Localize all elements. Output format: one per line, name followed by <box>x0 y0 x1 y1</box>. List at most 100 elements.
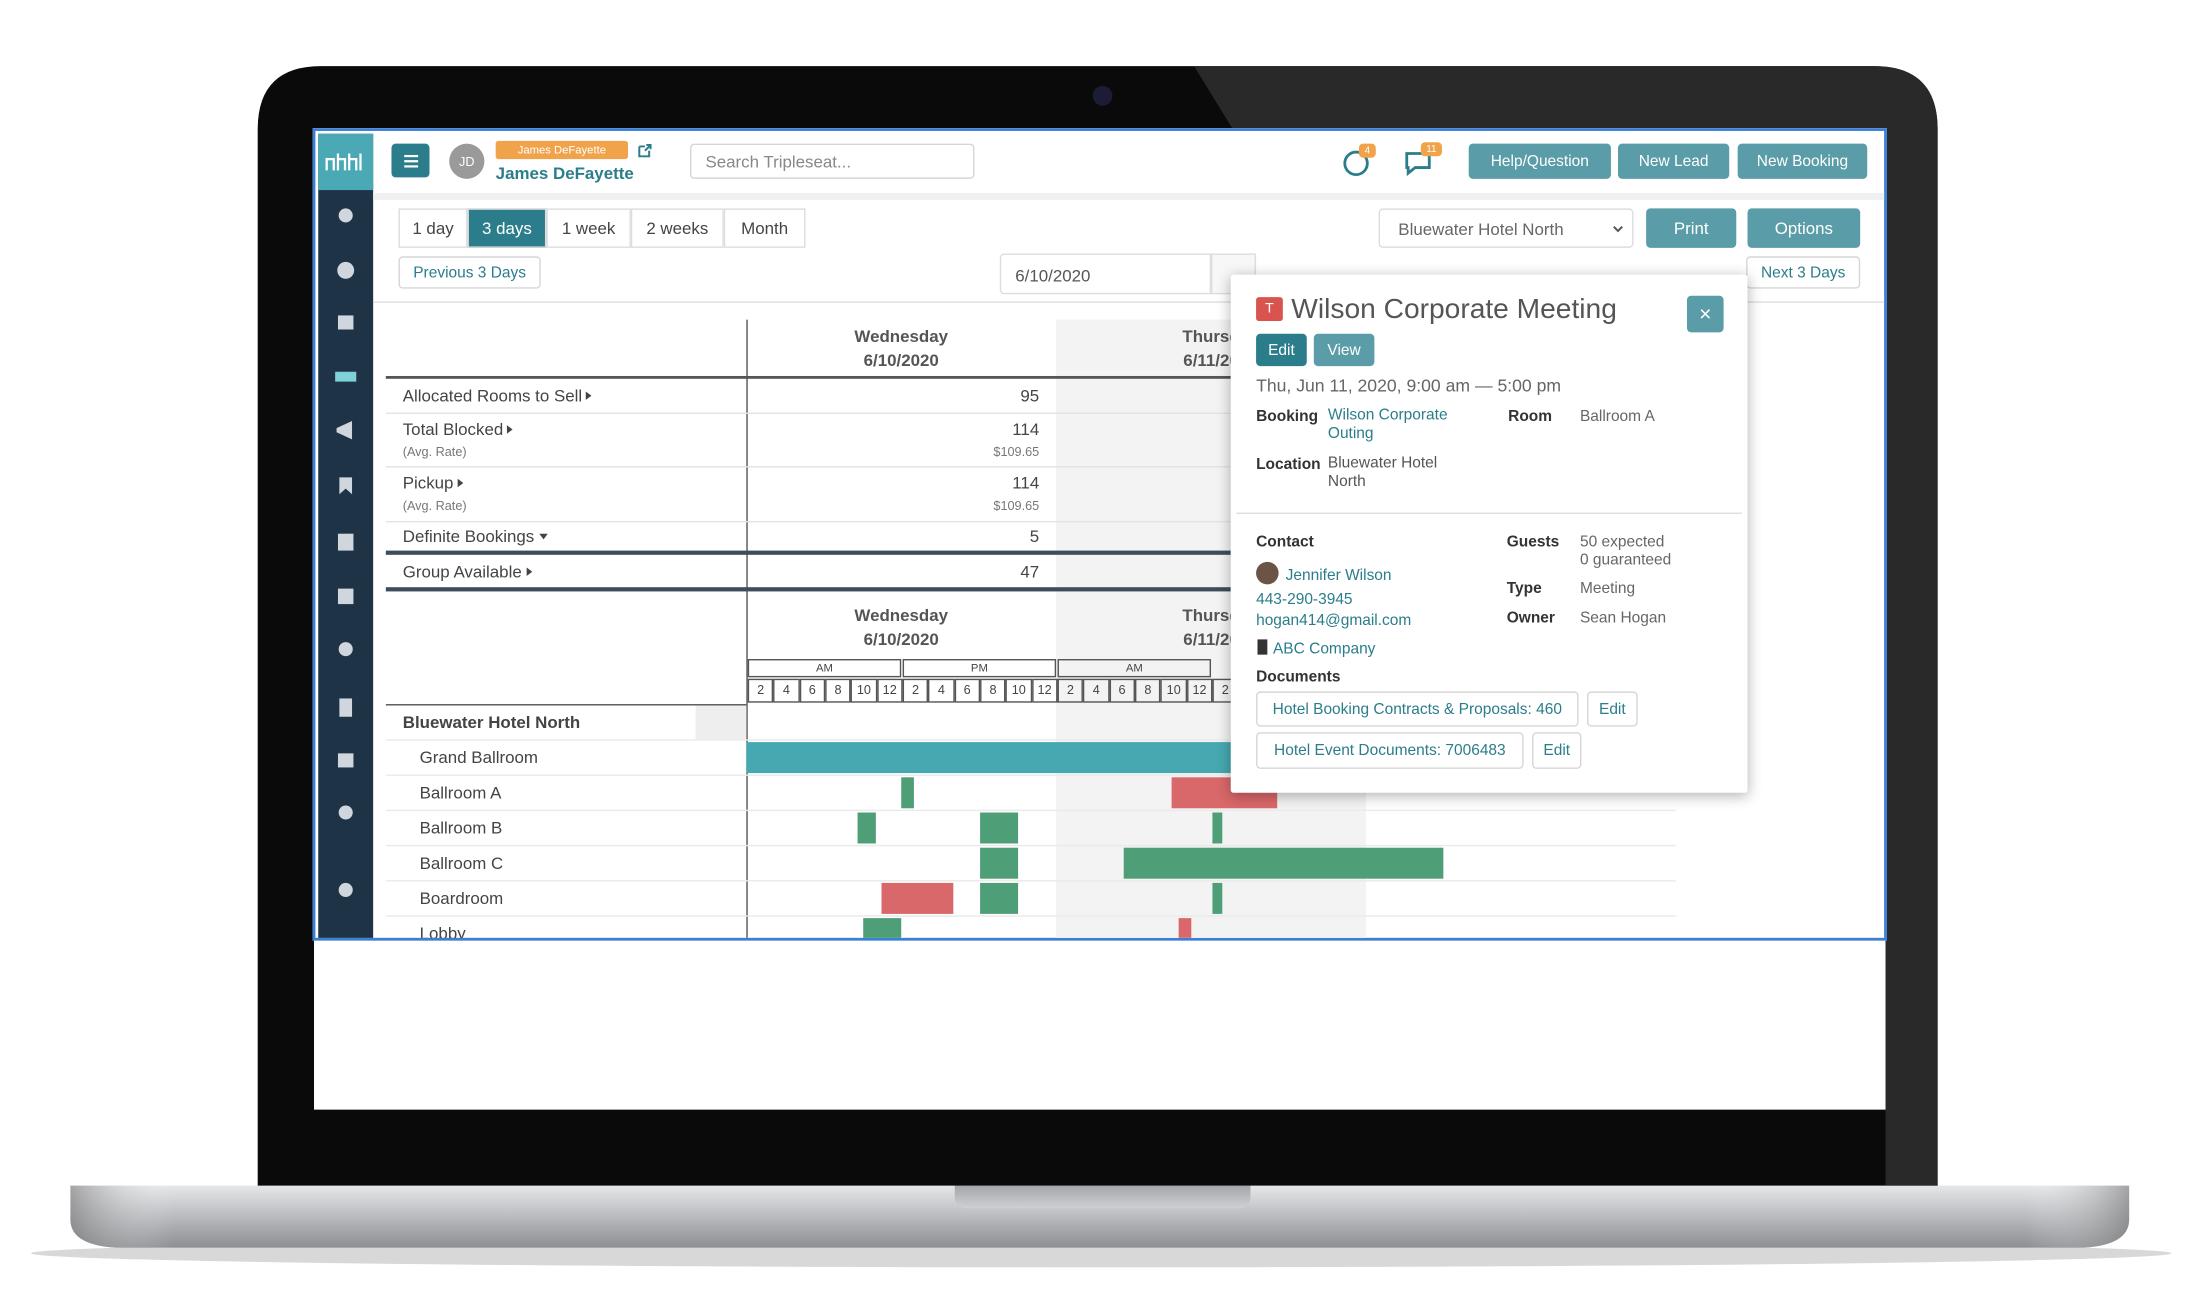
nav-location[interactable] <box>338 208 353 223</box>
search-box[interactable]: Search Tripleseat... <box>689 143 975 179</box>
nav-contacts[interactable] <box>338 642 353 657</box>
documents-label: Documents <box>1256 668 1341 686</box>
message-icon[interactable] <box>1405 152 1431 177</box>
nav-rooms[interactable] <box>335 371 357 382</box>
view-button[interactable]: View <box>1313 333 1375 367</box>
print-button[interactable]: Print <box>1646 208 1737 248</box>
event-bar[interactable] <box>1212 812 1223 844</box>
event-title: Wilson Corporate Meeting <box>1291 294 1617 326</box>
venue-select[interactable]: Bluewater Hotel North <box>1378 208 1634 248</box>
room-name[interactable]: Boardroom <box>419 888 504 909</box>
date-input[interactable]: 6/10/2020 <box>999 253 1212 295</box>
nav-accounts[interactable] <box>339 698 353 717</box>
app-canvas: JD James DeFayette James DeFayette Searc… <box>315 131 1885 941</box>
avatar[interactable]: JD <box>449 143 485 179</box>
row-rate: $109.65 <box>993 444 1040 460</box>
nav-dashboard[interactable] <box>337 261 355 279</box>
nav-tasks[interactable] <box>337 588 354 605</box>
notification-count: 4 <box>1358 143 1376 158</box>
room-name[interactable]: Ballroom A <box>419 782 502 803</box>
company-link[interactable]: ABC Company <box>1272 640 1376 658</box>
event-bar[interactable] <box>1178 918 1192 938</box>
room-line <box>385 739 1676 741</box>
laptop-notch <box>954 1185 1251 1209</box>
edit-button[interactable]: Edit <box>1256 333 1307 367</box>
nav-bookings[interactable] <box>339 477 353 495</box>
new-lead-button[interactable]: New Lead <box>1617 143 1730 179</box>
event-bar[interactable] <box>746 742 1242 774</box>
view-tab[interactable]: 3 days <box>467 208 547 248</box>
event-datetime: Thu, Jun 11, 2020, 9:00 am — 5:00 pm <box>1256 375 1562 396</box>
nav-leads[interactable] <box>336 421 353 440</box>
event-bar[interactable] <box>901 777 914 809</box>
previous-button[interactable]: Previous 3 Days <box>398 256 541 289</box>
event-bar[interactable] <box>1212 882 1223 914</box>
event-bar[interactable] <box>980 812 1019 844</box>
nav-documents[interactable] <box>337 533 354 551</box>
document-link[interactable]: Hotel Booking Contracts & Proposals: 460 <box>1256 691 1579 727</box>
room-name[interactable]: Ballroom C <box>419 853 504 874</box>
event-bar[interactable] <box>863 918 902 938</box>
owner-value: Sean Hogan <box>1579 609 1667 627</box>
close-button[interactable]: × <box>1686 295 1724 333</box>
row-label[interactable]: Group Available <box>403 562 532 582</box>
column-divider <box>746 319 748 938</box>
type-value: Meeting <box>1579 580 1636 598</box>
nav-history[interactable] <box>338 805 353 820</box>
row-value: 114 <box>1012 419 1040 440</box>
room-name[interactable]: Grand Ballroom <box>419 747 538 768</box>
room-line <box>385 774 1676 776</box>
room-name[interactable]: Ballroom B <box>419 818 503 838</box>
document-edit[interactable]: Edit <box>1586 691 1638 727</box>
menu-button[interactable] <box>391 143 430 178</box>
guests-expected: 50 expected <box>1579 533 1665 551</box>
event-bar[interactable] <box>1123 847 1444 879</box>
view-tab[interactable]: 1 day <box>398 208 468 248</box>
row-value: 47 <box>1020 561 1040 582</box>
help-button[interactable]: Help/Question <box>1468 143 1611 179</box>
hour: 4 <box>1083 678 1110 703</box>
day-date: 6/11/20 <box>1183 629 1239 650</box>
external-link-icon[interactable] <box>636 142 653 159</box>
row-value: 114 <box>1012 473 1040 493</box>
booking-label: Booking <box>1256 408 1319 426</box>
room-name[interactable]: Lobby <box>419 923 466 941</box>
select-arrow <box>1613 226 1623 233</box>
user-name[interactable]: James DeFayette <box>495 163 634 184</box>
booking-link[interactable]: Wilson Corporate Outing <box>1327 406 1448 443</box>
contact-email[interactable]: hogan414@gmail.com <box>1256 612 1412 630</box>
new-booking-button[interactable]: New Booking <box>1737 143 1868 179</box>
user-badge: James DeFayette <box>495 140 629 160</box>
contact-phone[interactable]: 443-290-3945 <box>1256 591 1353 609</box>
header-divider <box>373 192 1885 200</box>
globe-icon[interactable] <box>1343 150 1369 177</box>
row-label[interactable]: Pickup <box>403 473 464 493</box>
row-line <box>385 466 1231 468</box>
next-button[interactable]: Next 3 Days <box>1746 256 1861 289</box>
document-link[interactable]: Hotel Event Documents: 7006483 <box>1256 732 1524 769</box>
message-count: 11 <box>1420 142 1442 157</box>
contact-name[interactable]: Jennifer Wilson <box>1285 567 1392 585</box>
app: JD James DeFayette James DeFayette Searc… <box>312 128 1887 941</box>
event-bar[interactable] <box>857 812 876 844</box>
view-tab[interactable]: Month <box>723 208 806 248</box>
options-button[interactable]: Options <box>1747 208 1861 248</box>
day-date: 6/10/2020 <box>863 629 939 650</box>
guests-label: Guests <box>1506 533 1560 551</box>
event-bar[interactable] <box>980 847 1019 879</box>
nav-settings[interactable] <box>338 882 353 897</box>
hour: 4 <box>928 678 955 703</box>
event-bar[interactable] <box>881 882 954 914</box>
document-edit[interactable]: Edit <box>1532 732 1582 769</box>
row-label[interactable]: Total Blocked <box>403 420 513 440</box>
row-label[interactable]: Allocated Rooms to Sell <box>403 386 592 406</box>
location-label: Location <box>1256 456 1321 474</box>
row-label[interactable]: Definite Bookings <box>403 527 549 547</box>
nav-reports[interactable] <box>337 753 354 768</box>
event-bar[interactable] <box>980 882 1019 914</box>
view-tab[interactable]: 1 week <box>546 208 631 248</box>
view-tab[interactable]: 2 weeks <box>630 208 724 248</box>
hour: 8 <box>1134 678 1161 703</box>
nav-calendar[interactable] <box>337 315 354 330</box>
